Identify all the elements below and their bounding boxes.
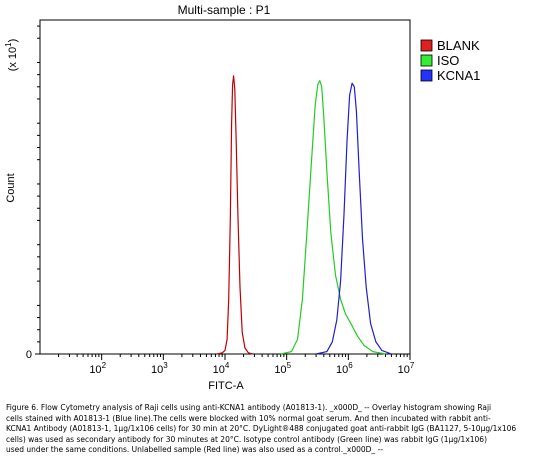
x-axis-label: FITC-A bbox=[208, 380, 244, 392]
legend-swatch-iso bbox=[420, 54, 433, 67]
series-line-blank bbox=[217, 75, 253, 355]
x-tick-base: 10 bbox=[89, 364, 101, 376]
x-tick-exponent: 5 bbox=[287, 361, 292, 370]
legend-label: ISO bbox=[437, 53, 459, 68]
series-line-iso bbox=[280, 80, 386, 355]
x-tick-exponent: 3 bbox=[163, 361, 168, 370]
legend-label: KCNA1 bbox=[437, 68, 480, 83]
y-axis: 050100150200250 bbox=[26, 25, 40, 361]
x-tick-exponent: 7 bbox=[410, 361, 415, 370]
x-tick-label: 103 bbox=[151, 361, 168, 376]
series-layer bbox=[217, 75, 392, 355]
x-tick-exponent: 2 bbox=[102, 361, 107, 370]
x-tick-label: 104 bbox=[213, 361, 230, 376]
x-tick-label: 105 bbox=[274, 361, 291, 376]
x-axis: 102 103 104 105 106 107 bbox=[58, 354, 415, 376]
x-tick-label: 102 bbox=[89, 361, 106, 376]
plot-frame bbox=[39, 19, 411, 355]
y-tick-label: 0 bbox=[26, 349, 32, 361]
flow-cytometry-histogram: Multi-sample : P1 (x 101) Count FITC-A 0… bbox=[4, 3, 480, 392]
legend-label: BLANK bbox=[437, 38, 480, 53]
y-axis-label: Count bbox=[5, 173, 17, 202]
x-tick-base: 10 bbox=[336, 364, 348, 376]
x-tick-label: 106 bbox=[336, 361, 353, 376]
legend-swatch-blank bbox=[420, 39, 433, 52]
x-tick-exponent: 4 bbox=[225, 361, 230, 370]
x-tick-base: 10 bbox=[213, 364, 225, 376]
y-axis-multiplier: (x 101) bbox=[4, 39, 19, 72]
x-tick-base: 10 bbox=[398, 364, 410, 376]
svg-text:(x 101): (x 101) bbox=[4, 39, 19, 72]
y-multiplier-text: (x 10 bbox=[7, 47, 19, 71]
x-tick-exponent: 6 bbox=[348, 361, 353, 370]
x-tick-label: 107 bbox=[398, 361, 415, 376]
y-multiplier-exponent: 1 bbox=[4, 42, 13, 47]
x-tick-base: 10 bbox=[274, 364, 286, 376]
figure-caption: Figure 6. Flow Cytometry analysis of Raj… bbox=[6, 403, 517, 455]
x-tick-base: 10 bbox=[151, 364, 163, 376]
legend-swatch-kcna1 bbox=[420, 69, 433, 82]
chart-title: Multi-sample : P1 bbox=[178, 3, 271, 17]
series-line-kcna1 bbox=[315, 82, 392, 355]
